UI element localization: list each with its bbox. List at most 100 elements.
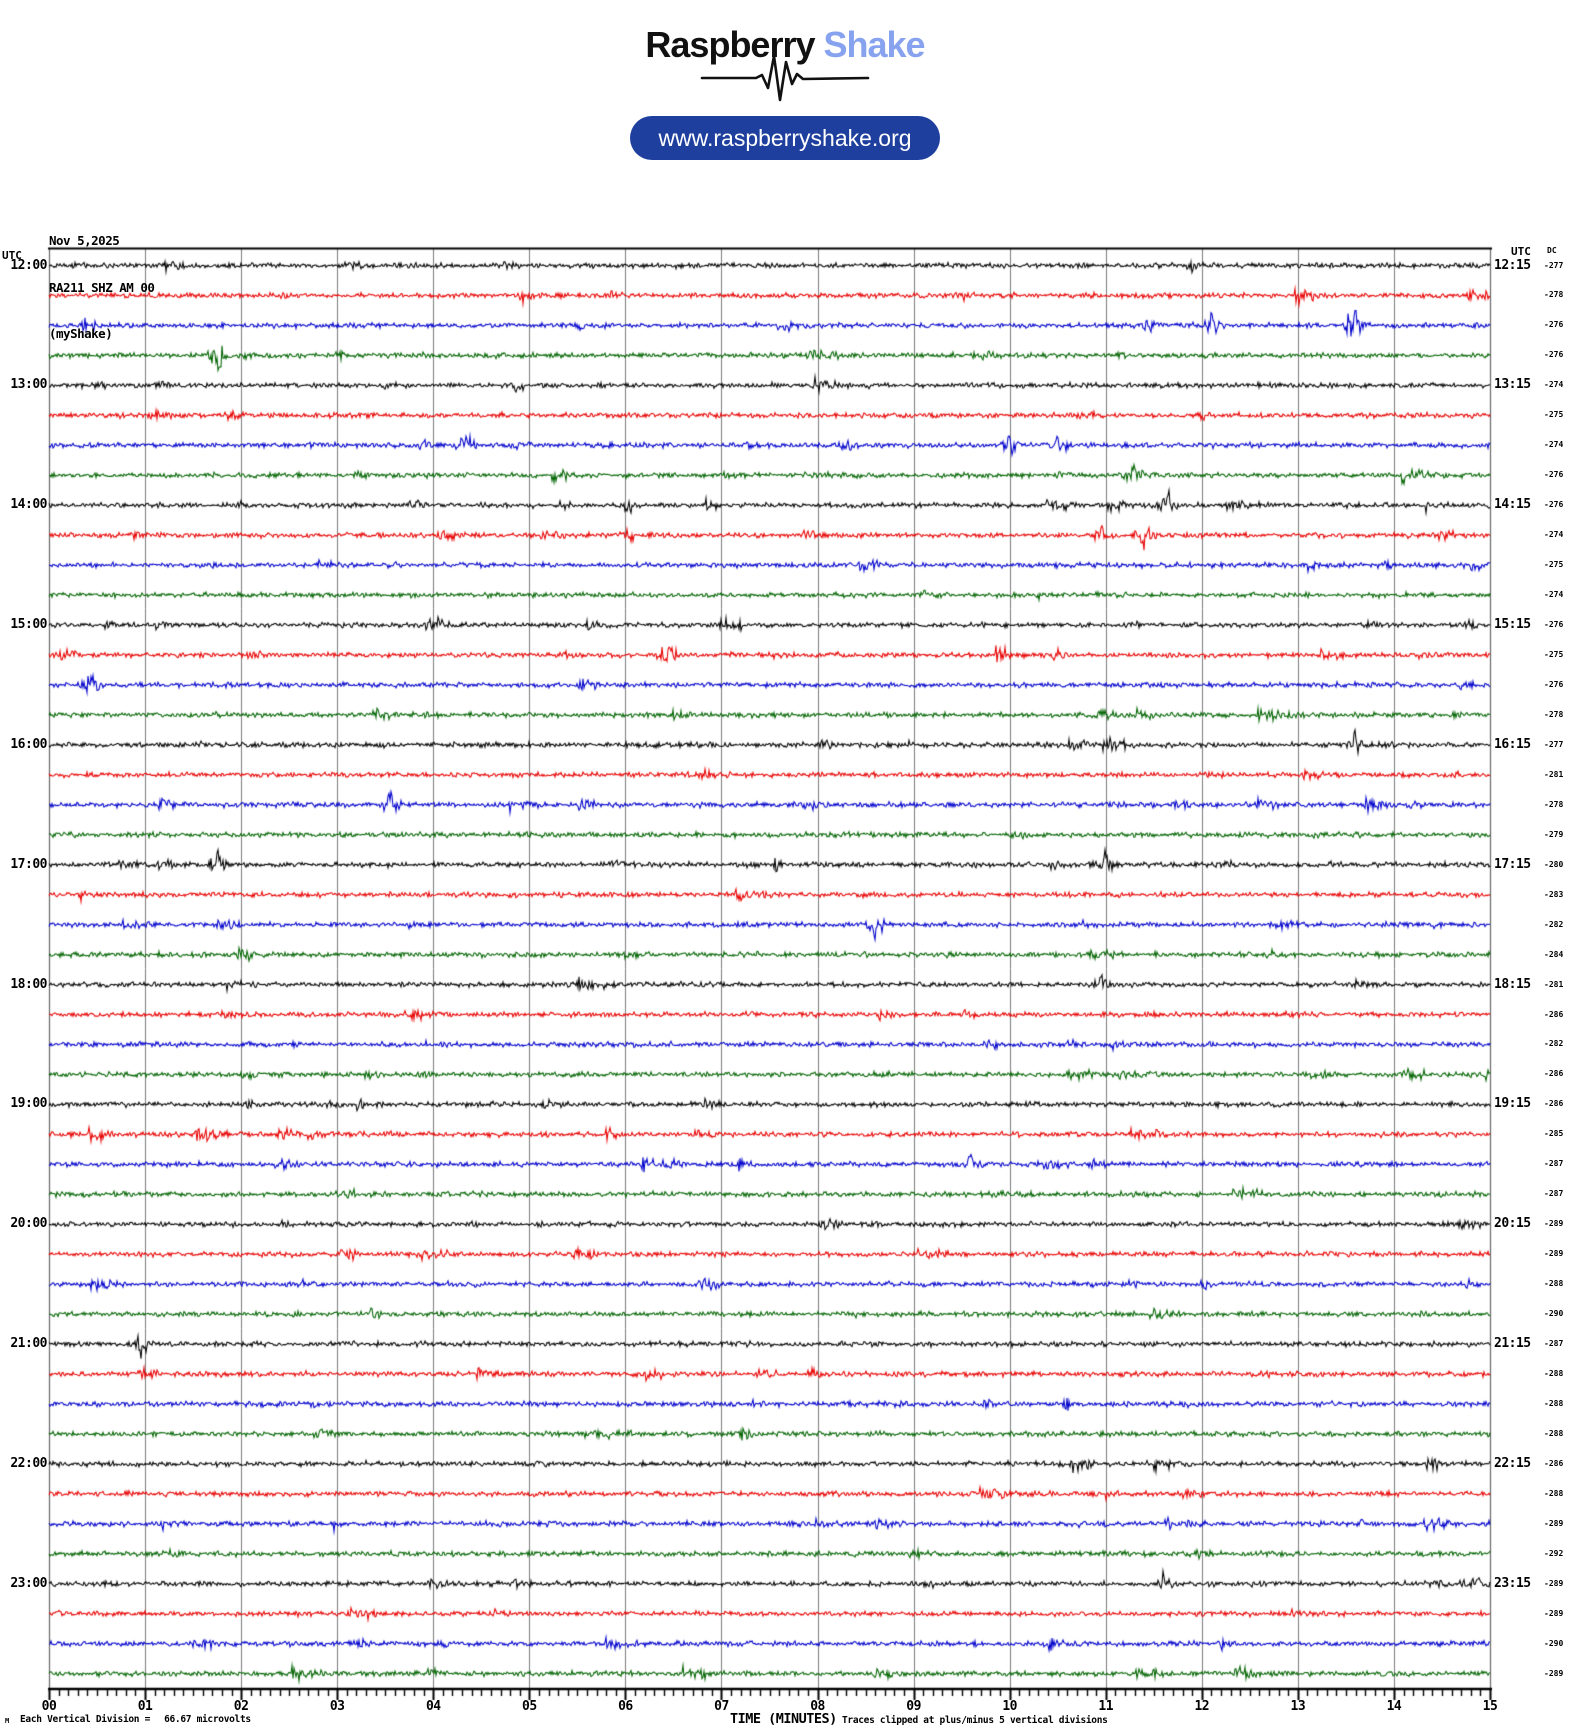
x-tick-label: 03 bbox=[329, 1699, 345, 1714]
logo-waveform bbox=[0, 52, 1570, 108]
dc-value: -282 bbox=[1544, 1039, 1564, 1049]
x-tick-label: 10 bbox=[1002, 1699, 1017, 1714]
hour-label-left: 14:00 bbox=[10, 497, 47, 513]
x-tick-label: 07 bbox=[714, 1699, 729, 1714]
dc-value: -276 bbox=[1544, 679, 1564, 689]
dc-value: -286 bbox=[1544, 1069, 1564, 1079]
dc-header: DC bbox=[1547, 246, 1557, 255]
dc-value: -288 bbox=[1544, 1398, 1564, 1408]
dc-value: -289 bbox=[1544, 1249, 1564, 1259]
hour-label-left: 18:00 bbox=[10, 976, 47, 992]
x-tick-label: 08 bbox=[810, 1699, 825, 1714]
division-value: 66.67 microvolts bbox=[164, 1714, 251, 1725]
hour-label-right: 17:15 bbox=[1494, 856, 1531, 872]
dc-value: -287 bbox=[1544, 1189, 1564, 1199]
hour-label-left: 22:00 bbox=[10, 1455, 47, 1471]
dc-value: -289 bbox=[1544, 1668, 1564, 1678]
dc-value: -282 bbox=[1544, 919, 1564, 929]
hour-label-left: 21:00 bbox=[10, 1336, 47, 1352]
dc-value: -290 bbox=[1544, 1309, 1564, 1319]
dc-value: -289 bbox=[1544, 1608, 1564, 1618]
hour-label-right: 15:15 bbox=[1494, 617, 1531, 633]
x-tick-label: 01 bbox=[137, 1699, 153, 1714]
hour-label-right: 20:15 bbox=[1494, 1216, 1531, 1232]
date-label: Nov 5,2025 bbox=[49, 233, 120, 248]
hour-label-right: 13:15 bbox=[1494, 377, 1531, 393]
dc-value: -285 bbox=[1544, 1129, 1564, 1139]
hour-label-right: 12:15 bbox=[1494, 257, 1531, 273]
seismic-waveform-icon bbox=[700, 54, 870, 102]
dc-value: -280 bbox=[1544, 859, 1564, 869]
dc-value: -279 bbox=[1544, 829, 1564, 839]
utc-header-left: UTC bbox=[2, 249, 22, 262]
dc-value: -292 bbox=[1544, 1548, 1564, 1558]
division-note: Each Vertical Division = 66.67 microvolts bbox=[20, 1714, 251, 1725]
x-tick-label: 15 bbox=[1482, 1699, 1498, 1714]
logo-text-raspberry: Raspberry bbox=[645, 24, 815, 65]
x-tick-label: 12 bbox=[1194, 1699, 1210, 1714]
x-tick-label: 09 bbox=[906, 1699, 921, 1714]
hour-label-right: 21:15 bbox=[1494, 1336, 1531, 1352]
url-pill[interactable]: www.raspberryshake.org bbox=[630, 116, 940, 160]
hour-label-left: 23:00 bbox=[10, 1575, 47, 1591]
dc-value: -288 bbox=[1544, 1369, 1564, 1379]
dc-value: -289 bbox=[1544, 1578, 1564, 1588]
x-tick-label: 14 bbox=[1386, 1699, 1402, 1714]
dc-value: -286 bbox=[1544, 1099, 1564, 1109]
dc-value: -274 bbox=[1544, 590, 1564, 600]
dc-value: -278 bbox=[1544, 709, 1564, 719]
hour-label-right: 23:15 bbox=[1494, 1575, 1531, 1591]
dc-value: -276 bbox=[1544, 320, 1564, 330]
dc-value: -275 bbox=[1544, 560, 1564, 570]
dc-value: -286 bbox=[1544, 1458, 1564, 1468]
hour-label-left: 13:00 bbox=[10, 377, 47, 393]
hour-label-left: 12:00 bbox=[10, 257, 47, 273]
hour-label-left: 15:00 bbox=[10, 617, 47, 633]
dc-value: -274 bbox=[1544, 380, 1564, 390]
dc-value: -288 bbox=[1544, 1488, 1564, 1498]
utc-header-right: UTC bbox=[1511, 245, 1531, 258]
dc-value: -281 bbox=[1544, 769, 1564, 779]
hour-label-right: 22:15 bbox=[1494, 1455, 1531, 1471]
clip-note: Traces clipped at plus/minus 5 vertical … bbox=[842, 1715, 1108, 1726]
x-tick-label: 05 bbox=[522, 1699, 537, 1714]
logo: Raspberry Shake bbox=[0, 24, 1570, 66]
hour-label-right: 14:15 bbox=[1494, 497, 1531, 513]
dc-value: -276 bbox=[1544, 470, 1564, 480]
dc-value: -275 bbox=[1544, 410, 1564, 420]
dc-value: -278 bbox=[1544, 799, 1564, 809]
dc-value: -288 bbox=[1544, 1279, 1564, 1289]
hour-label-left: 19:00 bbox=[10, 1096, 47, 1112]
x-tick-label: 13 bbox=[1290, 1699, 1306, 1714]
dc-value: -287 bbox=[1544, 1339, 1564, 1349]
x-axis-title: TIME (MINUTES) bbox=[730, 1711, 837, 1727]
dc-value: -276 bbox=[1544, 500, 1564, 510]
dc-value: -276 bbox=[1544, 620, 1564, 630]
station-title: Nov 5,2025 RA211 SHZ AM 00 (myShake) bbox=[49, 202, 155, 357]
dc-value: -275 bbox=[1544, 649, 1564, 659]
logo-text-shake: Shake bbox=[823, 24, 926, 65]
dc-value: -287 bbox=[1544, 1159, 1564, 1169]
dc-value: -274 bbox=[1544, 440, 1564, 450]
dc-value: -284 bbox=[1544, 949, 1564, 959]
hour-label-right: 19:15 bbox=[1494, 1096, 1531, 1112]
dc-value: -288 bbox=[1544, 1428, 1564, 1438]
hour-label-left: 20:00 bbox=[10, 1216, 47, 1232]
dc-value: -289 bbox=[1544, 1518, 1564, 1528]
hour-label-left: 17:00 bbox=[10, 856, 47, 872]
dc-value: -277 bbox=[1544, 260, 1564, 270]
dc-value: -283 bbox=[1544, 889, 1564, 899]
dc-value: -274 bbox=[1544, 530, 1564, 540]
x-tick-label: 06 bbox=[618, 1699, 633, 1714]
x-tick-label: 00 bbox=[41, 1699, 57, 1714]
dc-value: -290 bbox=[1544, 1638, 1564, 1648]
dc-value: -286 bbox=[1544, 1009, 1564, 1019]
station-id-label: RA211 SHZ AM 00 bbox=[49, 279, 155, 295]
dc-value: -289 bbox=[1544, 1219, 1564, 1229]
hour-label-right: 16:15 bbox=[1494, 736, 1531, 752]
corner-mark: M bbox=[5, 1717, 10, 1725]
network-label: (myShake) bbox=[49, 326, 113, 341]
dc-value: -276 bbox=[1544, 350, 1564, 360]
dc-value: -277 bbox=[1544, 739, 1564, 749]
